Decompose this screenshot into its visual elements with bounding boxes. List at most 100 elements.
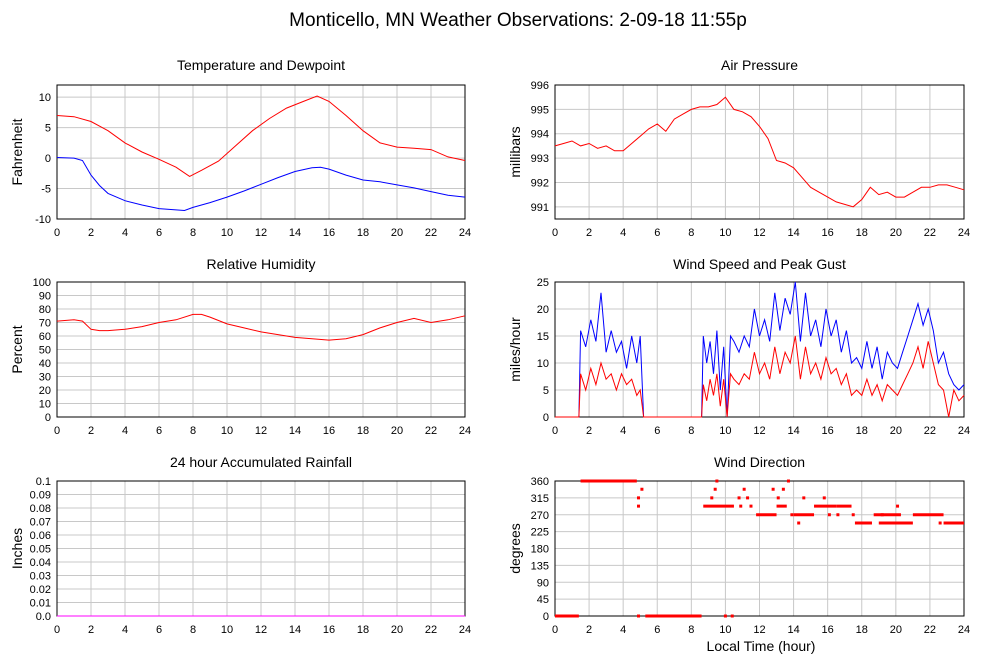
direction-x-tick-label: 22 <box>924 624 936 636</box>
temp-x-tick-label: 12 <box>255 227 267 239</box>
direction-y-tick-label: 315 <box>531 493 549 505</box>
direction-point <box>637 496 641 500</box>
humidity-y-tick-label: 50 <box>39 345 51 357</box>
temp-x-tick-label: 22 <box>425 227 437 239</box>
direction-point <box>802 496 806 500</box>
wind-x-tick-label: 24 <box>958 425 970 437</box>
rain-x-tick-label: 16 <box>323 624 335 636</box>
rain-y-tick-label: 0.08 <box>30 503 51 515</box>
rain-x-tick-label: 4 <box>122 624 128 636</box>
pressure-y-tick-label: 992 <box>531 177 549 189</box>
humidity-x-tick-label: 14 <box>289 425 301 437</box>
direction-x-tick-label: 12 <box>753 624 765 636</box>
temp-x-tick-label: 18 <box>357 227 369 239</box>
direction-point <box>730 614 734 618</box>
humidity-x-tick-label: 6 <box>156 425 162 437</box>
rain-x-tick-label: 10 <box>221 624 233 636</box>
rain-y-tick-label: 0.03 <box>30 571 51 583</box>
pressure-x-tick-label: 6 <box>654 227 660 239</box>
temp-x-tick-label: 20 <box>391 227 403 239</box>
direction-y-axis-label: degrees <box>507 523 523 574</box>
humidity-y-tick-label: 10 <box>39 399 51 411</box>
temp-x-tick-label: 6 <box>156 227 162 239</box>
direction-point <box>896 504 900 508</box>
direction-point <box>737 496 741 500</box>
direction-y-tick-label: 225 <box>531 527 549 539</box>
rain-y-tick-label: 0.02 <box>30 584 51 596</box>
direction-y-tick-label: 360 <box>531 476 549 488</box>
direction-point <box>749 504 753 508</box>
temp-y-tick-label: 5 <box>45 123 51 135</box>
temp-x-tick-label: 14 <box>289 227 301 239</box>
direction-x-tick-label: 16 <box>822 624 834 636</box>
direction-y-tick-label: 180 <box>531 544 549 556</box>
wind-x-tick-label: 8 <box>688 425 694 437</box>
direction-point <box>938 521 942 525</box>
direction-x-tick-label: 8 <box>688 624 694 636</box>
pressure-x-tick-label: 2 <box>586 227 592 239</box>
humidity-x-tick-label: 2 <box>88 425 94 437</box>
humidity-y-tick-label: 70 <box>39 318 51 330</box>
humidity-y-tick-label: 80 <box>39 304 51 316</box>
temp-x-tick-label: 16 <box>323 227 335 239</box>
temp-plot-frame <box>56 84 466 220</box>
direction-point <box>907 521 911 525</box>
wind-x-tick-label: 4 <box>620 425 626 437</box>
humidity-x-tick-label: 24 <box>459 425 471 437</box>
direction-y-tick-label: 135 <box>531 560 549 572</box>
direction-point <box>637 504 641 508</box>
rain-x-tick-label: 12 <box>255 624 267 636</box>
direction-point <box>776 496 780 500</box>
direction-y-tick-label: 90 <box>537 577 549 589</box>
pressure-x-tick-label: 10 <box>719 227 731 239</box>
rain-x-tick-label: 22 <box>425 624 437 636</box>
wind-y-axis-label: miles/hour <box>507 317 523 382</box>
humidity-y-tick-label: 60 <box>39 331 51 343</box>
direction-y-tick-label: 45 <box>537 594 549 606</box>
rain-x-tick-label: 6 <box>156 624 162 636</box>
humidity-y-tick-label: 0 <box>45 412 51 424</box>
pressure-x-tick-label: 4 <box>620 227 626 239</box>
wind-x-tick-label: 10 <box>719 425 731 437</box>
direction-y-tick-label: 270 <box>531 510 549 522</box>
direction-point <box>822 496 826 500</box>
wind-plot-frame <box>554 281 965 418</box>
temp-y-tick-label: -5 <box>41 184 51 196</box>
wind-title: Wind Speed and Peak Gust <box>673 256 846 272</box>
wind-series-1-line <box>555 335 965 418</box>
direction-y-tick-label: 0 <box>543 611 549 623</box>
humidity-x-tick-label: 4 <box>122 425 128 437</box>
direction-point <box>797 521 801 525</box>
temp-y-tick-label: -10 <box>35 214 51 226</box>
humidity-title: Relative Humidity <box>207 256 316 272</box>
wind-x-tick-label: 22 <box>924 425 936 437</box>
rain-y-tick-label: 0.1 <box>36 476 51 488</box>
pressure-x-tick-label: 20 <box>890 227 902 239</box>
direction-x-tick-label: 6 <box>654 624 660 636</box>
pressure-y-tick-label: 995 <box>531 104 549 116</box>
direction-point <box>637 614 641 618</box>
humidity-y-tick-label: 40 <box>39 358 51 370</box>
humidity-y-tick-label: 90 <box>39 291 51 303</box>
wind-y-tick-label: 10 <box>537 358 549 370</box>
rain-y-axis-label: Inches <box>9 528 25 569</box>
direction-x-tick-label: 18 <box>856 624 868 636</box>
rain-y-tick-label: 0.09 <box>30 490 51 502</box>
temp-x-tick-label: 8 <box>190 227 196 239</box>
temp-series-1-line <box>56 157 466 212</box>
humidity-x-tick-label: 12 <box>255 425 267 437</box>
direction-point <box>786 479 790 483</box>
humidity-x-tick-label: 22 <box>425 425 437 437</box>
temp-title: Temperature and Dewpoint <box>177 57 345 73</box>
direction-x-tick-label: 20 <box>890 624 902 636</box>
wind-y-tick-label: 5 <box>543 385 549 397</box>
wind-series-0-line <box>555 281 965 418</box>
